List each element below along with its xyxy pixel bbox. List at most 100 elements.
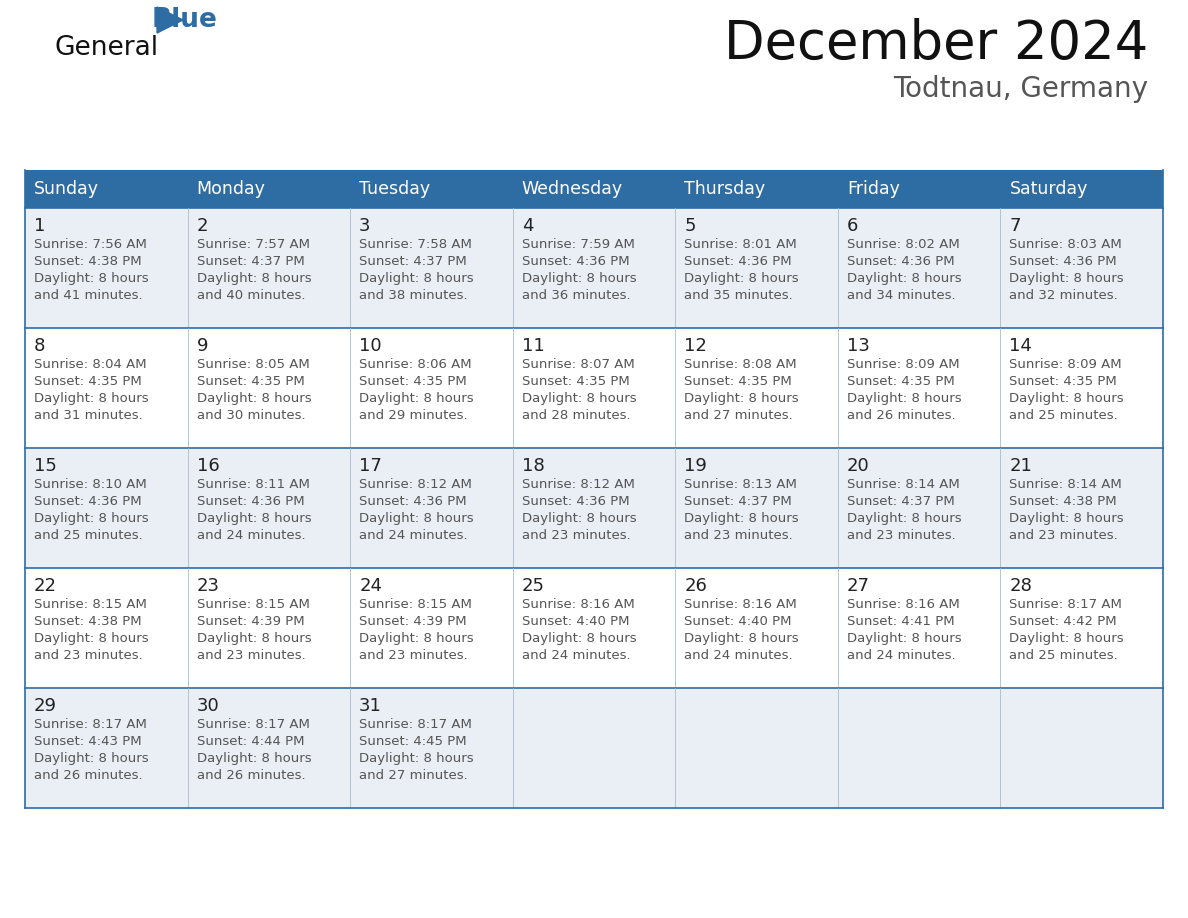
Text: Sunset: 4:35 PM: Sunset: 4:35 PM xyxy=(359,375,467,388)
Text: Daylight: 8 hours: Daylight: 8 hours xyxy=(684,512,798,525)
Text: Daylight: 8 hours: Daylight: 8 hours xyxy=(847,512,961,525)
Text: Sunset: 4:40 PM: Sunset: 4:40 PM xyxy=(684,615,791,628)
Text: and 23 minutes.: and 23 minutes. xyxy=(1010,529,1118,542)
Bar xyxy=(25,688,1163,808)
Text: Daylight: 8 hours: Daylight: 8 hours xyxy=(1010,392,1124,405)
Text: 23: 23 xyxy=(196,577,220,595)
Text: Sunrise: 8:12 AM: Sunrise: 8:12 AM xyxy=(522,478,634,491)
Text: Sunset: 4:36 PM: Sunset: 4:36 PM xyxy=(196,495,304,508)
Text: 26: 26 xyxy=(684,577,707,595)
Text: Daylight: 8 hours: Daylight: 8 hours xyxy=(196,272,311,285)
Text: Daylight: 8 hours: Daylight: 8 hours xyxy=(522,632,637,645)
Text: Sunrise: 8:15 AM: Sunrise: 8:15 AM xyxy=(34,598,147,611)
Text: Wednesday: Wednesday xyxy=(522,180,623,198)
Text: Sunrise: 8:14 AM: Sunrise: 8:14 AM xyxy=(1010,478,1123,491)
Text: and 25 minutes.: and 25 minutes. xyxy=(1010,409,1118,422)
Text: Sunrise: 8:05 AM: Sunrise: 8:05 AM xyxy=(196,358,309,371)
Text: and 24 minutes.: and 24 minutes. xyxy=(359,529,468,542)
Text: Sunrise: 8:17 AM: Sunrise: 8:17 AM xyxy=(196,718,309,731)
Text: 29: 29 xyxy=(34,697,57,715)
Text: and 41 minutes.: and 41 minutes. xyxy=(34,289,143,302)
Text: 31: 31 xyxy=(359,697,383,715)
Text: Daylight: 8 hours: Daylight: 8 hours xyxy=(34,752,148,765)
Text: Sunset: 4:37 PM: Sunset: 4:37 PM xyxy=(684,495,792,508)
Text: Sunrise: 8:10 AM: Sunrise: 8:10 AM xyxy=(34,478,147,491)
Text: 22: 22 xyxy=(34,577,57,595)
Text: and 25 minutes.: and 25 minutes. xyxy=(34,529,143,542)
Text: Daylight: 8 hours: Daylight: 8 hours xyxy=(359,512,474,525)
Text: 28: 28 xyxy=(1010,577,1032,595)
Text: Sunset: 4:39 PM: Sunset: 4:39 PM xyxy=(359,615,467,628)
Text: 27: 27 xyxy=(847,577,870,595)
Text: Sunrise: 7:56 AM: Sunrise: 7:56 AM xyxy=(34,238,147,251)
Text: and 31 minutes.: and 31 minutes. xyxy=(34,409,143,422)
Text: 12: 12 xyxy=(684,337,707,355)
Text: and 24 minutes.: and 24 minutes. xyxy=(684,649,792,662)
Text: and 27 minutes.: and 27 minutes. xyxy=(684,409,794,422)
Text: and 23 minutes.: and 23 minutes. xyxy=(196,649,305,662)
Text: Daylight: 8 hours: Daylight: 8 hours xyxy=(522,392,637,405)
Text: Sunrise: 8:17 AM: Sunrise: 8:17 AM xyxy=(359,718,472,731)
Bar xyxy=(25,448,1163,568)
Text: 13: 13 xyxy=(847,337,870,355)
Text: Sunset: 4:35 PM: Sunset: 4:35 PM xyxy=(196,375,304,388)
Text: Daylight: 8 hours: Daylight: 8 hours xyxy=(1010,632,1124,645)
Text: and 32 minutes.: and 32 minutes. xyxy=(1010,289,1118,302)
Text: and 26 minutes.: and 26 minutes. xyxy=(847,409,955,422)
Text: Daylight: 8 hours: Daylight: 8 hours xyxy=(684,392,798,405)
Text: 4: 4 xyxy=(522,217,533,235)
Text: Daylight: 8 hours: Daylight: 8 hours xyxy=(1010,272,1124,285)
Text: and 40 minutes.: and 40 minutes. xyxy=(196,289,305,302)
Text: Sunrise: 8:16 AM: Sunrise: 8:16 AM xyxy=(847,598,960,611)
Polygon shape xyxy=(157,7,183,33)
Text: 16: 16 xyxy=(196,457,220,475)
Text: Sunrise: 8:15 AM: Sunrise: 8:15 AM xyxy=(359,598,472,611)
Text: 2: 2 xyxy=(196,217,208,235)
Bar xyxy=(25,208,1163,328)
Text: and 36 minutes.: and 36 minutes. xyxy=(522,289,631,302)
Text: Sunrise: 8:13 AM: Sunrise: 8:13 AM xyxy=(684,478,797,491)
Text: Sunset: 4:36 PM: Sunset: 4:36 PM xyxy=(34,495,141,508)
Text: Todtnau, Germany: Todtnau, Germany xyxy=(893,75,1148,103)
Text: Daylight: 8 hours: Daylight: 8 hours xyxy=(196,512,311,525)
Text: Daylight: 8 hours: Daylight: 8 hours xyxy=(359,392,474,405)
Text: and 24 minutes.: and 24 minutes. xyxy=(522,649,631,662)
Text: Daylight: 8 hours: Daylight: 8 hours xyxy=(34,272,148,285)
Text: Sunrise: 8:07 AM: Sunrise: 8:07 AM xyxy=(522,358,634,371)
Text: Sunset: 4:43 PM: Sunset: 4:43 PM xyxy=(34,735,141,748)
Text: General: General xyxy=(55,35,159,61)
Text: Daylight: 8 hours: Daylight: 8 hours xyxy=(522,272,637,285)
Text: Sunday: Sunday xyxy=(34,180,99,198)
Bar xyxy=(25,328,1163,448)
Text: 1: 1 xyxy=(34,217,45,235)
Text: Sunrise: 8:09 AM: Sunrise: 8:09 AM xyxy=(847,358,960,371)
Text: and 24 minutes.: and 24 minutes. xyxy=(196,529,305,542)
Text: Sunset: 4:38 PM: Sunset: 4:38 PM xyxy=(34,255,141,268)
Text: Sunset: 4:35 PM: Sunset: 4:35 PM xyxy=(847,375,955,388)
Text: Sunrise: 8:17 AM: Sunrise: 8:17 AM xyxy=(1010,598,1123,611)
Text: Sunset: 4:37 PM: Sunset: 4:37 PM xyxy=(359,255,467,268)
Text: Daylight: 8 hours: Daylight: 8 hours xyxy=(359,272,474,285)
Text: Sunrise: 8:11 AM: Sunrise: 8:11 AM xyxy=(196,478,309,491)
Text: Sunrise: 8:08 AM: Sunrise: 8:08 AM xyxy=(684,358,797,371)
Text: 5: 5 xyxy=(684,217,696,235)
Text: Sunset: 4:36 PM: Sunset: 4:36 PM xyxy=(522,495,630,508)
Text: 14: 14 xyxy=(1010,337,1032,355)
Text: Sunrise: 7:57 AM: Sunrise: 7:57 AM xyxy=(196,238,310,251)
Text: Tuesday: Tuesday xyxy=(359,180,430,198)
Text: December 2024: December 2024 xyxy=(723,18,1148,70)
Text: and 24 minutes.: and 24 minutes. xyxy=(847,649,955,662)
Text: Sunset: 4:35 PM: Sunset: 4:35 PM xyxy=(34,375,141,388)
Text: Sunset: 4:36 PM: Sunset: 4:36 PM xyxy=(359,495,467,508)
Text: Daylight: 8 hours: Daylight: 8 hours xyxy=(34,632,148,645)
Text: Daylight: 8 hours: Daylight: 8 hours xyxy=(34,392,148,405)
Text: Blue: Blue xyxy=(152,7,217,33)
Text: Sunrise: 7:58 AM: Sunrise: 7:58 AM xyxy=(359,238,472,251)
Text: 25: 25 xyxy=(522,577,545,595)
Text: and 25 minutes.: and 25 minutes. xyxy=(1010,649,1118,662)
Text: and 23 minutes.: and 23 minutes. xyxy=(847,529,955,542)
Text: 19: 19 xyxy=(684,457,707,475)
Text: Sunset: 4:35 PM: Sunset: 4:35 PM xyxy=(522,375,630,388)
Text: and 23 minutes.: and 23 minutes. xyxy=(359,649,468,662)
Bar xyxy=(25,568,1163,688)
